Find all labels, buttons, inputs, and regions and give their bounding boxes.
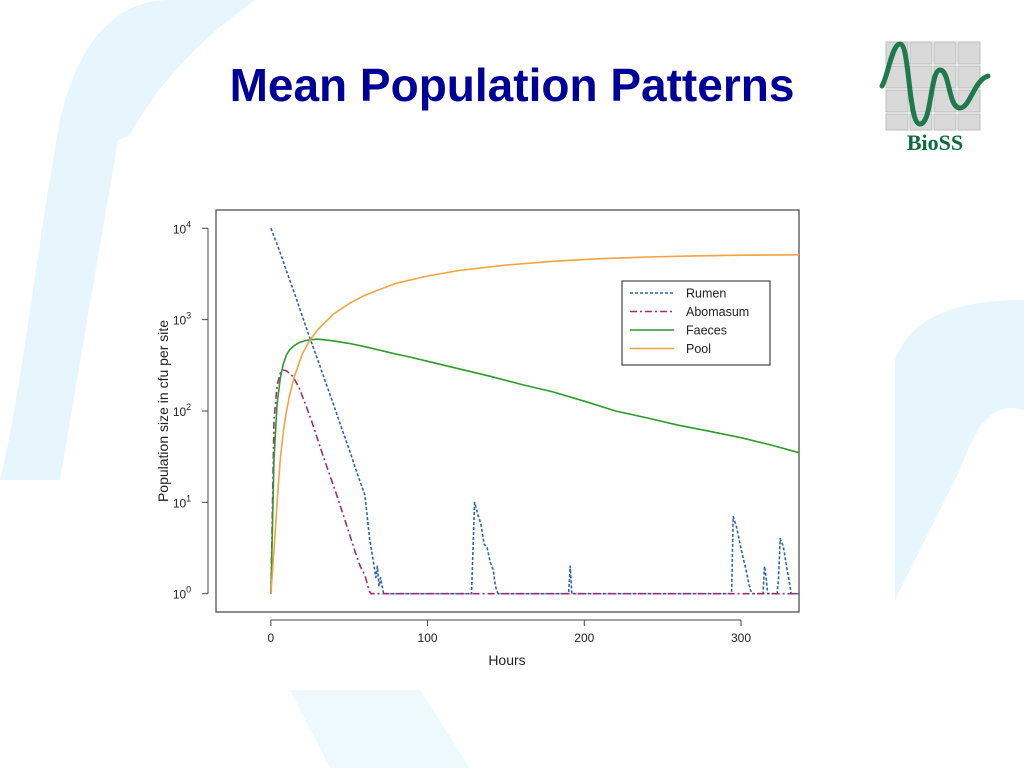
chart-legend: Rumen Abomasum Faeces Pool [621, 280, 771, 366]
slide-title: Mean Population Patterns [229, 59, 795, 111]
y-tick-label: 104 [173, 219, 191, 236]
legend-box [621, 280, 771, 366]
series-line-pool [270, 254, 800, 594]
logo-text: BioSS [907, 130, 963, 155]
series-line-abomasum [270, 369, 799, 595]
legend-label: Abomasum [686, 305, 749, 319]
x-tick-label: 300 [731, 631, 751, 645]
legend-label: Rumen [686, 287, 726, 301]
x-tick-label: 100 [418, 631, 438, 645]
x-axis-label: Hours [488, 652, 525, 668]
legend-label: Pool [686, 342, 711, 356]
logo-wave-icon [879, 41, 991, 127]
y-tick-label: 100 [173, 585, 191, 602]
background-swoosh-bottom [290, 690, 470, 768]
x-tick-label: 200 [574, 631, 594, 645]
y-axis-label: Population size in cfu per site [155, 320, 171, 502]
plot-frame [215, 209, 800, 613]
chart-axes: 0 100 200 300 100 101 102 103 104 [173, 219, 752, 645]
bioss-logo: BioSS [879, 41, 991, 155]
background-swoosh-left [0, 0, 255, 480]
x-tick-label: 0 [268, 631, 275, 645]
y-tick-label: 103 [173, 311, 191, 328]
chart-series [270, 228, 800, 595]
y-tick-label: 102 [173, 402, 191, 419]
series-line-faeces [270, 338, 800, 594]
background-swoosh-right [895, 300, 1024, 600]
y-tick-label: 101 [173, 493, 191, 510]
series-line-rumen [270, 228, 799, 595]
legend-label: Faeces [686, 324, 727, 338]
population-chart: 0 100 200 300 100 101 102 103 104 Rumen Abomasum F… [155, 209, 800, 668]
